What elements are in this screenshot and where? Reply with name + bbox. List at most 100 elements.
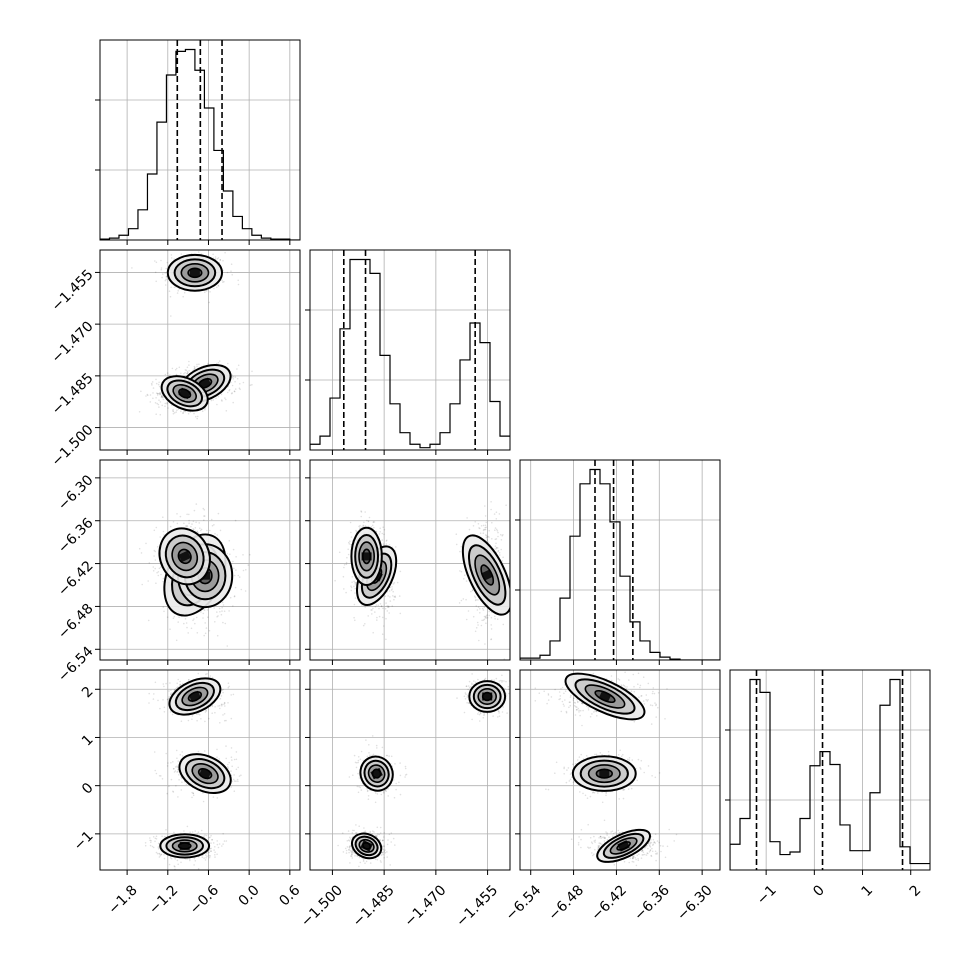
- sample-point: [187, 719, 190, 722]
- sample-point: [235, 556, 237, 558]
- sample-point: [151, 381, 154, 383]
- sample-point: [496, 618, 499, 620]
- contour-line: [178, 388, 192, 399]
- contour-line: [164, 534, 205, 579]
- sample-point: [182, 295, 184, 298]
- cluster-2: [158, 527, 211, 586]
- y-tick-label: −6.30: [55, 472, 97, 514]
- sample-point: [184, 618, 187, 620]
- sample-point: [364, 511, 367, 513]
- sample-point: [187, 632, 189, 634]
- sample-point: [349, 540, 351, 542]
- sample-point: [157, 392, 159, 395]
- sample-point: [186, 366, 189, 369]
- sample-point: [169, 374, 171, 376]
- sample-point: [370, 609, 372, 611]
- sample-point: [172, 791, 175, 793]
- sample-point: [140, 552, 143, 554]
- sample-point: [185, 622, 188, 624]
- sample-point: [223, 280, 225, 283]
- sample-point: [177, 408, 180, 410]
- sample-point: [484, 524, 487, 527]
- sample-point: [186, 513, 188, 516]
- sample-point: [214, 706, 216, 708]
- sample-point: [487, 535, 489, 538]
- sample-point: [472, 525, 475, 527]
- sample-point: [488, 529, 491, 532]
- sample-point: [200, 718, 202, 720]
- sample-point: [217, 705, 219, 707]
- sample-point: [191, 718, 193, 720]
- sample-point: [160, 395, 163, 397]
- panel-frame: [309, 459, 511, 661]
- sample-point: [204, 409, 206, 411]
- sample-point: [185, 369, 188, 372]
- sample-point: [505, 504, 507, 507]
- sample-point: [479, 527, 481, 530]
- sample-point: [149, 394, 152, 396]
- sample-point: [370, 526, 373, 528]
- sample-point: [160, 268, 163, 271]
- cluster-0: [166, 253, 223, 292]
- histogram-2: [520, 468, 720, 660]
- sample-point: [353, 616, 355, 619]
- sample-point: [226, 271, 229, 274]
- sample-point: [183, 373, 185, 375]
- sample-point: [172, 410, 174, 412]
- sample-point: [169, 682, 171, 684]
- sample-point: [371, 524, 374, 527]
- sample-point: [149, 401, 152, 403]
- sample-point: [364, 623, 366, 625]
- sample-point: [483, 618, 486, 620]
- sample-point: [226, 766, 229, 768]
- sample-point: [188, 519, 190, 522]
- sample-point: [198, 522, 200, 524]
- y-tick-label: −6.36: [55, 515, 97, 557]
- sample-point: [479, 608, 481, 610]
- sample-point: [169, 295, 172, 298]
- sample-point: [494, 527, 497, 529]
- sample-point: [157, 574, 160, 577]
- sample-point: [350, 585, 352, 587]
- sample-point: [362, 525, 365, 527]
- sample-point: [235, 768, 238, 771]
- sample-point: [165, 267, 167, 270]
- sample-point: [364, 525, 367, 527]
- sample-point: [384, 595, 387, 597]
- sample-point: [221, 601, 224, 604]
- sample-point: [181, 682, 184, 685]
- sample-point: [216, 756, 218, 758]
- sample-point: [222, 604, 225, 606]
- sample-point: [363, 521, 365, 524]
- sample-point: [220, 703, 223, 706]
- sample-point: [227, 362, 229, 365]
- sample-point: [224, 397, 226, 399]
- sample-point: [205, 673, 207, 676]
- contour-line: [354, 534, 380, 579]
- sample-point: [161, 396, 164, 399]
- sample-point: [170, 693, 172, 696]
- sample-point: [173, 258, 175, 260]
- sample-point: [175, 411, 177, 413]
- contour-line: [362, 548, 372, 565]
- sample-point: [371, 613, 373, 615]
- sample-point: [375, 604, 378, 606]
- sample-point: [497, 531, 499, 534]
- sample-point: [502, 534, 504, 536]
- sample-point: [207, 362, 209, 365]
- sample-point: [153, 693, 155, 695]
- sample-point: [495, 547, 498, 549]
- sample-point: [362, 524, 365, 527]
- sample-point: [219, 707, 221, 710]
- sample-point: [172, 408, 174, 411]
- sample-point: [481, 619, 483, 622]
- density-peak: [361, 552, 372, 561]
- contour-line: [461, 534, 510, 616]
- sample-point: [345, 591, 347, 594]
- sample-point: [347, 548, 350, 551]
- sample-point: [155, 582, 157, 584]
- sample-point: [468, 528, 471, 531]
- sample-point: [186, 525, 189, 527]
- sample-point: [237, 279, 239, 282]
- sample-point: [204, 291, 206, 294]
